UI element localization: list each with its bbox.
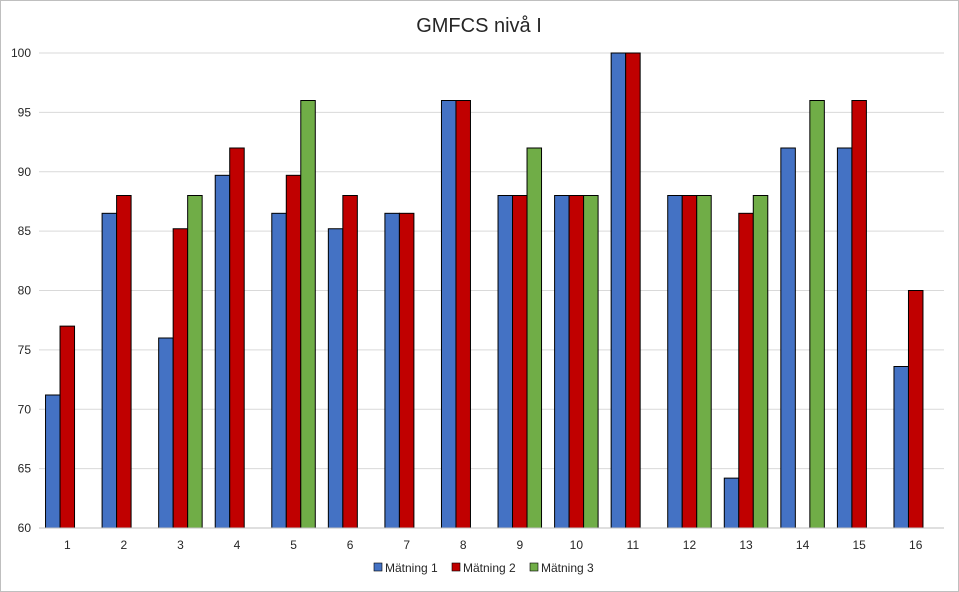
y-axis-ticks: 60 65 70 75 80 85 90 95 100 [11,46,31,535]
y-tick-label: 100 [11,46,31,60]
bar-matning-2-1 [59,325,76,529]
x-tick-label: 16 [909,538,923,552]
chart-title: GMFCS nivå I [416,15,542,37]
x-tick-label: 12 [683,538,697,552]
x-tick-label: 2 [121,538,128,552]
bar-matning-2-2 [116,195,132,529]
x-tick-label: 11 [627,538,640,552]
legend-label: Mätning 1 [385,561,438,575]
bar-matning-1-16 [893,366,909,529]
x-tick-label: 13 [739,538,753,552]
bar-matning-1-1 [45,394,61,529]
bar-matning-2-16 [907,290,924,529]
bar-matning-3-13 [752,195,769,529]
y-tick-label: 85 [18,224,32,238]
bar-matning-1-5 [271,212,287,529]
bar-matning-2-4 [229,147,245,529]
legend-swatch [373,562,383,572]
bar-matning-1-3 [158,337,174,529]
x-tick-label: 8 [460,538,467,552]
x-tick-label: 9 [516,538,523,552]
bar-matning-1-8 [440,100,457,529]
legend: Mätning 1 Mätning 2 Mätning 3 [373,561,594,575]
bar-matning-1-2 [101,212,118,529]
bar-matning-2-6 [342,195,358,529]
y-tick-label: 60 [18,521,32,535]
x-tick-label: 6 [347,538,354,552]
bar-matning-1-6 [327,228,344,529]
bar-matning-1-4 [214,174,231,529]
legend-item: Mätning 3 [529,561,594,575]
y-tick-label: 65 [18,462,32,476]
y-tick-label: 75 [18,343,32,357]
bar-matning-1-12 [667,195,683,529]
legend-label: Mätning 3 [541,561,594,575]
x-tick-label: 5 [290,538,297,552]
bar-matning-1-11 [610,52,627,529]
bar-matning-3-12 [696,195,712,529]
bar-matning-1-13 [723,477,740,529]
legend-swatch [529,562,539,572]
bar-matning-2-10 [568,195,585,529]
bar-matning-2-5 [285,174,302,529]
bar-matning-3-14 [809,100,825,529]
bar-matning-2-13 [738,212,754,529]
x-tick-label: 14 [796,538,810,552]
bar-matning-2-7 [398,212,415,529]
bar-matning-1-10 [554,195,570,529]
x-tick-label: 4 [234,538,241,552]
legend-item: Mätning 1 [373,561,438,575]
y-tick-label: 80 [18,284,32,298]
bars [45,52,924,529]
bar-matning-3-5 [300,100,316,529]
bar-matning-2-9 [512,195,528,529]
y-tick-label: 90 [18,165,32,179]
bar-matning-2-11 [625,52,641,529]
legend-item: Mätning 2 [451,561,516,575]
bar-matning-2-8 [455,100,471,529]
bar-matning-1-7 [384,212,400,529]
bar-matning-1-9 [497,195,514,529]
x-tick-label: 15 [852,538,866,552]
y-tick-label: 95 [18,105,32,119]
bar-matning-3-3 [187,195,203,529]
bar-matning-2-12 [681,195,698,529]
x-tick-label: 7 [403,538,410,552]
y-tick-label: 70 [18,402,32,416]
bar-matning-2-15 [851,100,867,529]
x-tick-label: 10 [570,538,584,552]
bar-matning-1-14 [780,147,796,529]
x-axis-ticks: 1 2 3 4 5 6 7 8 9 10 11 12 13 14 15 16 [64,538,923,552]
legend-swatch [451,562,461,572]
bar-matning-3-9 [526,147,543,529]
bar-matning-2-3 [172,228,189,529]
bar-matning-1-15 [836,147,853,529]
bar-matning-3-10 [583,195,599,529]
x-tick-label: 1 [64,538,71,552]
x-tick-label: 3 [177,538,184,552]
legend-label: Mätning 2 [463,561,516,575]
